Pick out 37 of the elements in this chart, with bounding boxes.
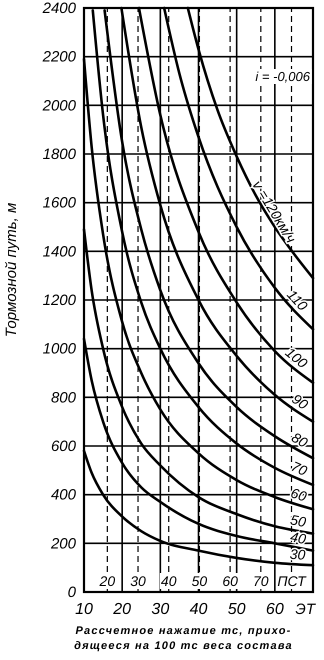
- x-tick-label: 20: [112, 601, 132, 618]
- y-tick-label: 1000: [42, 340, 77, 358]
- x2-tick-label: 70: [253, 573, 269, 589]
- x-tick-label: 40: [190, 601, 208, 618]
- y-tick-label: 1200: [42, 292, 77, 309]
- text: 80: [288, 428, 311, 451]
- text: 90: [289, 390, 312, 413]
- x-tick-label: 60: [266, 601, 284, 618]
- x-tick-label: 30: [151, 601, 170, 618]
- annotation: i = -0,006: [255, 69, 311, 84]
- y-axis-title: Тормозной путь, м: [3, 202, 20, 338]
- text: 100: [282, 344, 311, 372]
- x2-tick-label: 20: [98, 573, 116, 589]
- y-tick-label: 2000: [42, 97, 77, 114]
- text: 50: [288, 511, 308, 530]
- x2-tick-label: 60: [222, 573, 238, 589]
- y-tick-label: 800: [50, 389, 77, 406]
- x-tick-label: 50: [228, 601, 246, 618]
- x-axis-title: Рассчетное нажатие тс, прихо- дящееся на 100 тс веса состава: [74, 625, 293, 652]
- x2-tick-label: 40: [160, 573, 177, 589]
- text: ЭТ: [295, 601, 317, 618]
- text: 70: [288, 458, 310, 479]
- x2-tick-label: 30: [130, 573, 146, 589]
- x2-tick-label: 50: [192, 573, 208, 589]
- y-tick-label: 200: [50, 535, 77, 552]
- y-tick-label: 1800: [42, 146, 77, 163]
- y-tick-label: 2400: [42, 0, 77, 17]
- y-tick-label: 400: [50, 486, 77, 504]
- series-label: 30: [289, 546, 306, 563]
- x2-tick-label: ПСТ: [277, 573, 308, 589]
- x-tick-label: 10: [75, 601, 93, 618]
- y-tick-label: 2200: [42, 48, 77, 66]
- text: 110: [284, 286, 312, 314]
- y-tick-label: 0: [68, 584, 77, 601]
- y-tick-label: 1400: [42, 243, 77, 260]
- y-tick-label: 1600: [42, 194, 77, 212]
- y-tick-label: 600: [50, 438, 77, 455]
